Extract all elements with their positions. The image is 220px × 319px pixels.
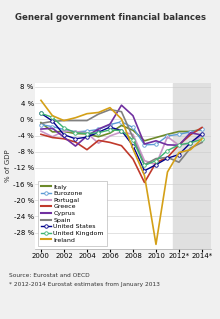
Text: * 2012-2014 Eurostat estimates from January 2013: * 2012-2014 Eurostat estimates from Janu… <box>9 282 160 287</box>
Text: General government financial balances: General government financial balances <box>15 13 205 22</box>
Y-axis label: % of GDP: % of GDP <box>5 150 11 182</box>
Bar <box>173 83 211 249</box>
Legend: Italy, Eurozone, Portugal, Greece, Cyprus, Spain, United States, United Kingdom,: Italy, Eurozone, Portugal, Greece, Cypru… <box>38 181 107 246</box>
Text: Source: Eurostat and OECD: Source: Eurostat and OECD <box>9 273 89 278</box>
